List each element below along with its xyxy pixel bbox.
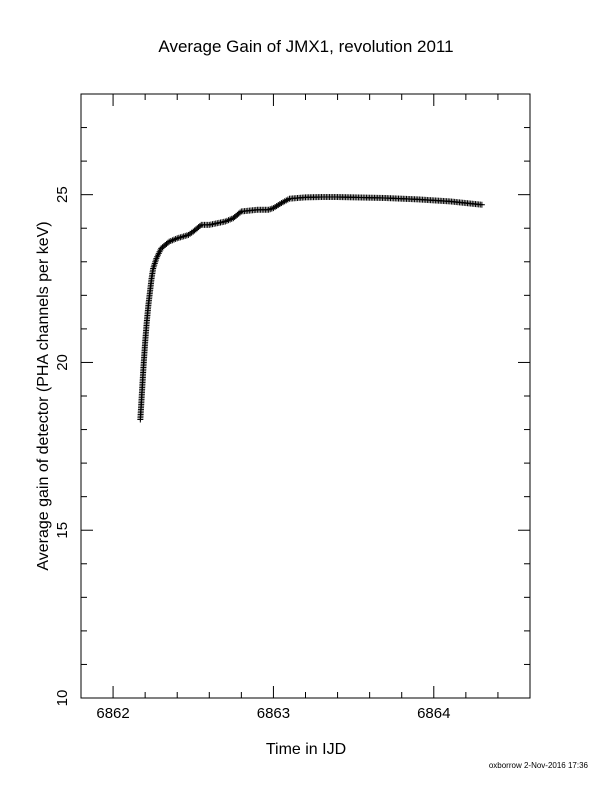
chart-title: Average Gain of JMX1, revolution 2011 (158, 37, 453, 56)
y-axis-label: Average gain of detector (PHA channels p… (35, 221, 52, 570)
y-tick-label: 10 (54, 690, 71, 707)
data-point-fill (196, 222, 203, 229)
y-tick-label: 25 (54, 186, 71, 203)
x-axis-label: Time in IJD (266, 741, 346, 758)
footer-stamp: oxborrow 2-Nov-2016 17:36 (489, 761, 589, 770)
plot-frame (80, 93, 531, 699)
y-axis: 10 15 20 25 (54, 93, 530, 707)
x-axis: 6862 6863 6864 (80, 94, 531, 722)
y-tick-label: 20 (54, 354, 71, 371)
data-series (137, 194, 485, 423)
data-point-fill (237, 209, 244, 216)
x-tick-label: 6862 (96, 705, 129, 722)
y-tick-label: 15 (54, 522, 71, 539)
data-point (478, 201, 485, 208)
x-tick-label: 6864 (417, 705, 450, 722)
x-tick-label: 6863 (257, 705, 290, 722)
